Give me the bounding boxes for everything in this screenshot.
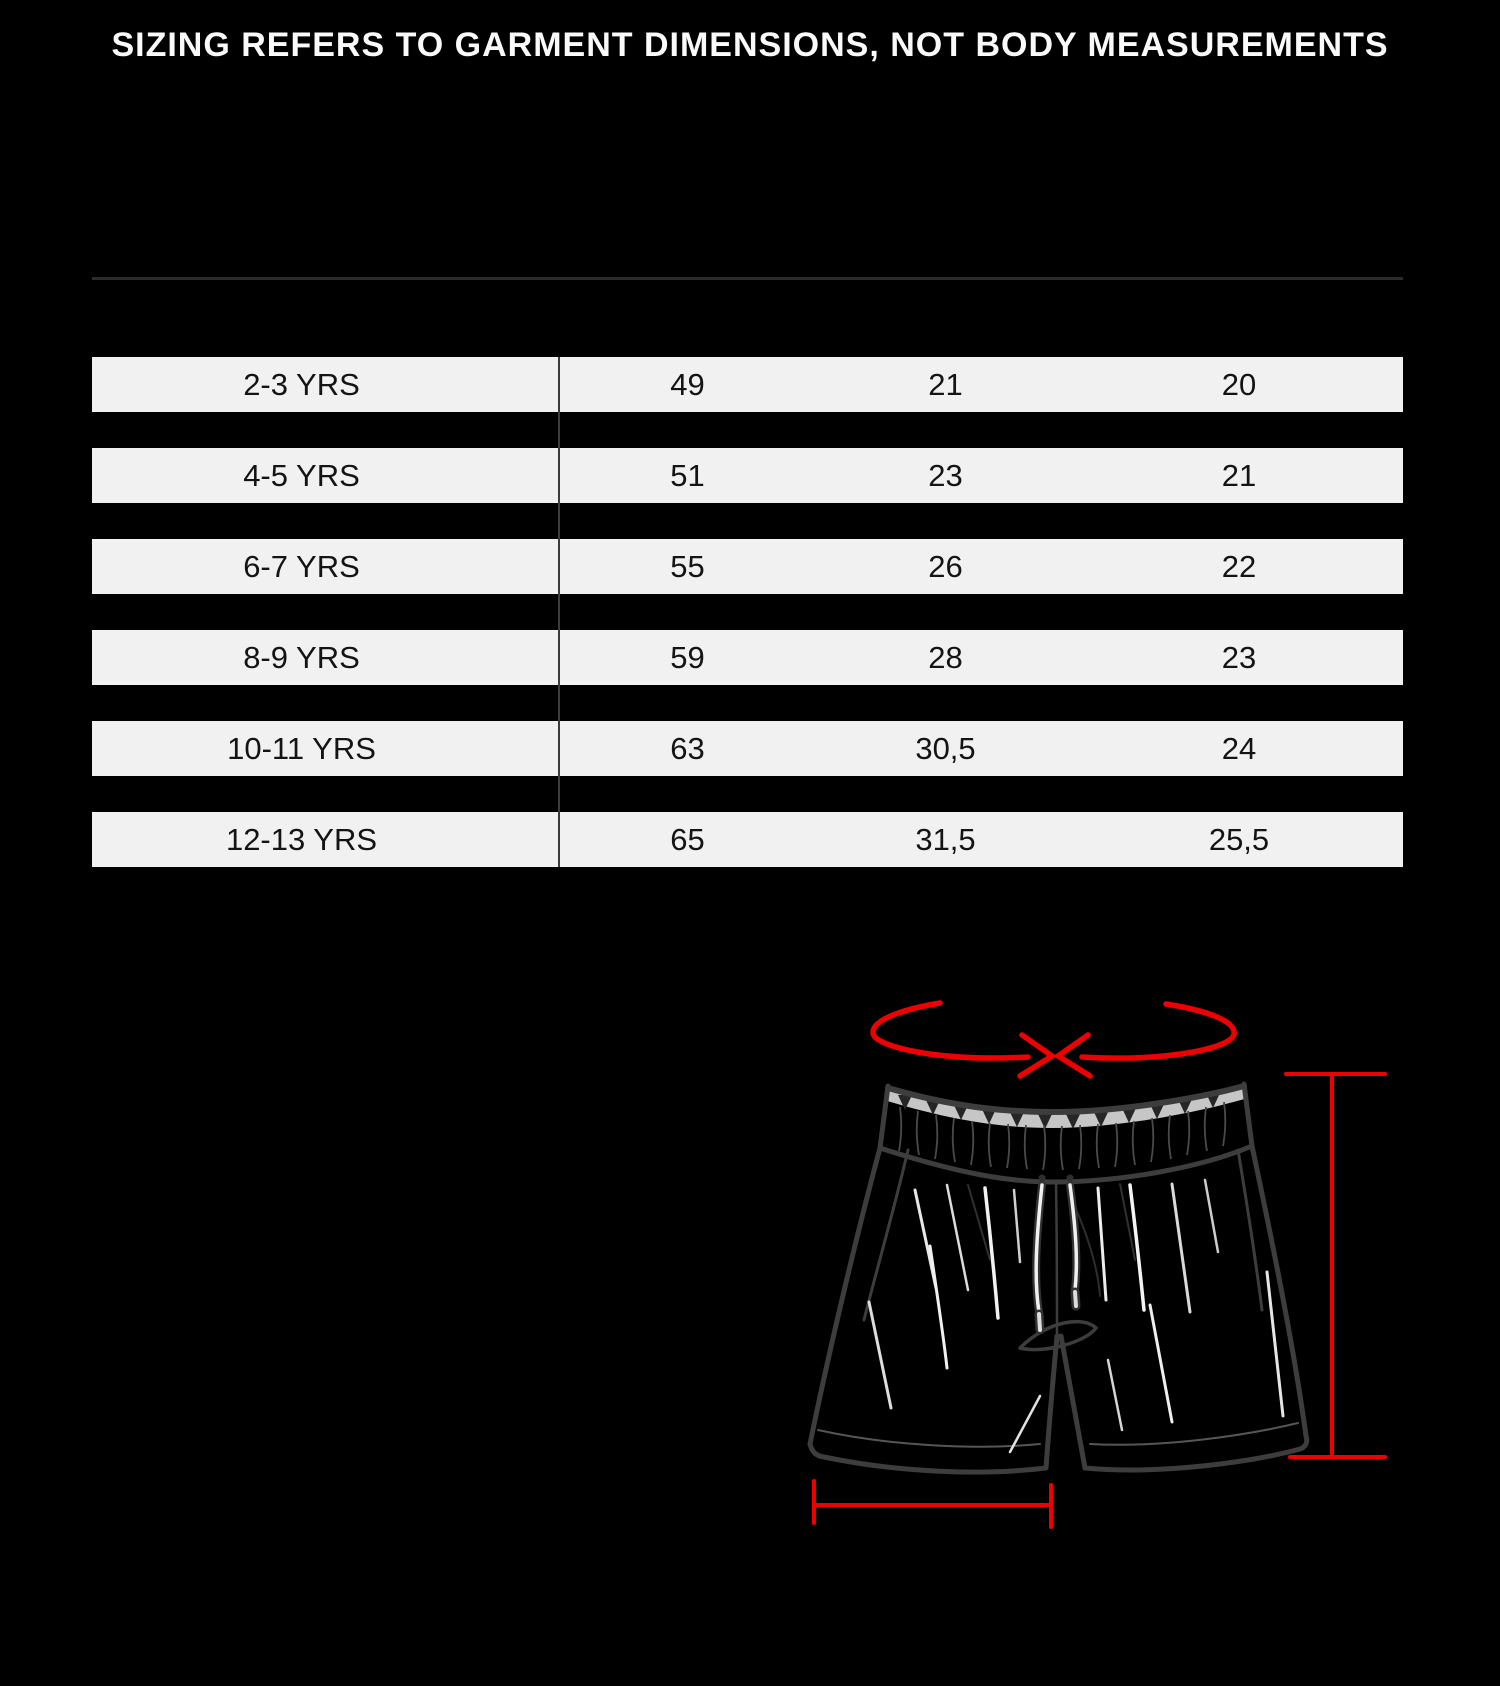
measurement-annotations [812,1000,1387,1529]
table-row: 6-7 YRS 55 26 22 [92,539,1403,594]
value-cell: 31,5 [915,821,976,857]
drawstring-right [1066,1181,1081,1311]
value-cell: 28 [928,639,963,675]
waistband [877,1081,1255,1185]
value-cell: 55 [670,548,705,584]
value-cell: 63 [670,730,705,766]
size-label: 8-9 YRS [243,639,360,675]
value-cell: 24 [1221,730,1257,766]
value-cell: 65 [670,821,705,857]
size-label: 6-7 YRS [243,548,360,584]
value-cell: 22 [1221,548,1257,584]
table-row: 10-11 YRS 63 30,5 24 [92,721,1403,776]
waistband-bottom-seam [877,1143,1255,1185]
value-cell: 49 [670,366,705,402]
value-cell: 21 [1221,457,1257,493]
shorts-outline [807,1143,1310,1475]
value-cell: 59 [670,639,705,675]
waistband-top-rim [885,1083,1247,1116]
value-cell: 20 [1221,366,1257,402]
drawstring-left [1032,1181,1046,1335]
waistband-inner-strip [884,1084,1248,1128]
value-cell: 21 [928,366,963,402]
size-label: 2-3 YRS [243,366,360,402]
value-cell: 23 [1221,639,1257,675]
page-title: SIZING REFERS TO GARMENT DIMENSIONS, NOT… [111,26,1389,64]
value-cell: 25,5 [1208,821,1270,857]
table-row: 12-13 YRS 65 31,5 25,5 [92,812,1403,867]
elastic-gather-marks [898,1093,1220,1129]
table-row: 4-5 YRS 51 23 21 [92,448,1403,503]
waist-circumference-arrows [870,1000,1237,1079]
size-table: 2-3 YRS 49 21 20 4-5 YRS 51 23 21 6-7 YR… [92,357,1403,867]
size-label: 12-13 YRS [225,821,378,857]
shorts-illustration [807,1000,1387,1529]
top-divider-rule [92,277,1403,280]
size-label: 10-11 YRS [227,730,376,766]
elastic-ripples [898,1101,1227,1171]
drawstrings [1032,1174,1101,1335]
value-cell: 26 [928,548,963,584]
table-row: 8-9 YRS 59 28 23 [92,630,1403,685]
column-divider-line [558,357,560,867]
value-cell: 51 [670,457,705,493]
leg-opening-width-line [812,1479,1053,1529]
table-row: 2-3 YRS 49 21 20 [92,357,1403,412]
side-length-line [1284,1072,1387,1459]
size-label: 4-5 YRS [243,457,360,493]
fold-highlights [867,1178,1285,1454]
value-cell: 23 [928,457,963,493]
value-cell: 30,5 [915,730,976,766]
